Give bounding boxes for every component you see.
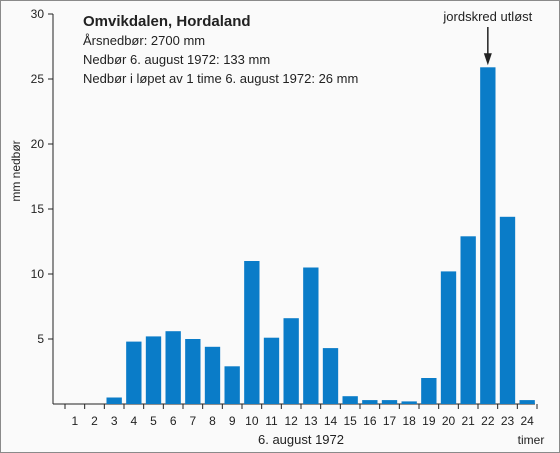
x-tick-label: 4	[130, 414, 137, 428]
x-tick-label: 21	[461, 414, 475, 428]
bar-series	[106, 67, 535, 405]
x-tick-label: 2	[91, 414, 98, 428]
bar	[263, 337, 280, 404]
x-tick-label: 15	[343, 414, 357, 428]
x-unit-label: timer	[518, 433, 545, 447]
x-tick-label: 11	[265, 414, 278, 428]
y-tick-label: 15	[31, 202, 45, 216]
y-tick-label: 10	[31, 267, 45, 281]
info-line-hour: Nedbør i løpet av 1 time 6. august 1972:…	[83, 71, 358, 86]
bar	[480, 67, 496, 405]
y-tick-label: 25	[31, 72, 45, 86]
info-line-annual: Årsnedbør: 2700 mm	[83, 33, 205, 48]
bar	[224, 366, 240, 404]
x-tick-label: 1	[71, 414, 78, 428]
bar	[440, 271, 457, 404]
chart-title: Omvikdalen, Hordaland	[83, 13, 251, 30]
x-tick-label: 16	[363, 414, 377, 428]
x-tick-label: 23	[501, 414, 515, 428]
x-tick-label: 24	[520, 414, 534, 428]
bar	[106, 397, 122, 404]
x-tick-label: 19	[422, 414, 436, 428]
bar	[126, 341, 142, 404]
bar	[401, 401, 417, 404]
bar	[519, 400, 535, 404]
bar	[499, 216, 516, 404]
bar	[165, 331, 181, 404]
y-tick-label: 30	[31, 7, 45, 21]
x-tick-label: 17	[383, 414, 397, 428]
y-tick-label: 20	[31, 137, 45, 151]
annotation: jordskred utløst	[442, 9, 533, 66]
x-tick-label: 5	[150, 414, 157, 428]
bar	[362, 400, 378, 404]
x-tick-label: 6	[170, 414, 177, 428]
y-tick-label: 5	[37, 332, 44, 346]
x-tick-label: 7	[189, 414, 196, 428]
bar	[421, 378, 437, 404]
annotation-arrow-head	[483, 53, 492, 66]
y-axis: 5 10 15 20 25 30	[31, 7, 54, 404]
bar	[185, 339, 201, 404]
bar	[342, 396, 358, 404]
x-tick-label: 22	[481, 414, 495, 428]
bar	[303, 267, 319, 404]
bar	[204, 346, 221, 404]
x-tick-label: 9	[229, 414, 236, 428]
x-tick-label: 8	[209, 414, 216, 428]
x-tick-label: 13	[304, 414, 318, 428]
bar	[460, 236, 476, 404]
bar	[145, 336, 162, 404]
x-tick-label: 10	[245, 414, 259, 428]
bar	[244, 261, 260, 404]
x-axis-label: 6. august 1972	[258, 432, 344, 447]
x-tick-label: 12	[284, 414, 298, 428]
x-axis: 1 2 3 4 5 6 7 8 9 10 11 12 13 14 15 16 17 18 19 20 21 22 23 24	[53, 403, 538, 428]
x-tick-label: 3	[111, 414, 118, 428]
x-tick-label: 20	[442, 414, 456, 428]
bar	[322, 348, 339, 404]
bar	[381, 400, 398, 404]
x-tick-label: 14	[324, 414, 338, 428]
info-line-day: Nedbør 6. august 1972: 133 mm	[83, 52, 270, 67]
annotation-label: jordskred utløst	[442, 9, 532, 24]
x-tick-label: 18	[402, 414, 416, 428]
y-axis-label: mm nedbør	[9, 140, 23, 201]
bar	[283, 318, 299, 404]
